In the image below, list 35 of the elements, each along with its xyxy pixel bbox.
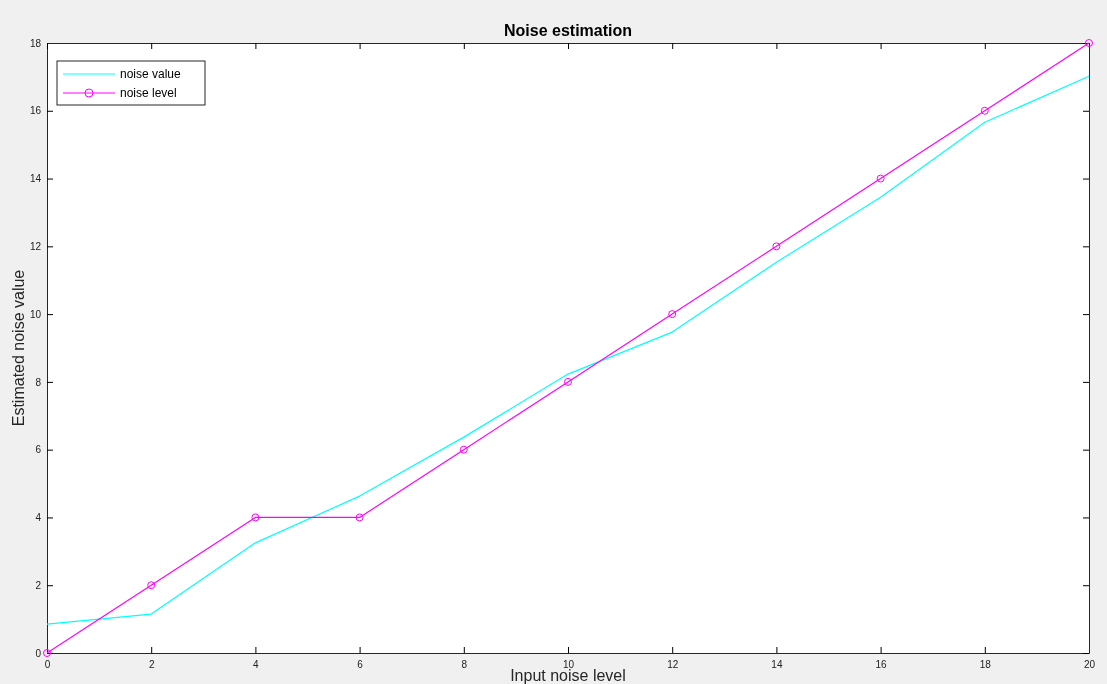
y-tick-label: 14 bbox=[29, 173, 42, 185]
y-tick-label: 8 bbox=[35, 376, 42, 388]
y-tick-label: 18 bbox=[29, 37, 42, 49]
y-axis-title: Estimated noise value bbox=[10, 269, 27, 427]
chart-title: Noise estimation bbox=[503, 22, 633, 39]
y-tick-label: 10 bbox=[29, 308, 42, 320]
point bbox=[1085, 39, 1093, 47]
x-tick-label: 0 bbox=[44, 659, 51, 671]
x-tick-label: 14 bbox=[771, 659, 783, 671]
x-tick-label: 18 bbox=[979, 659, 992, 671]
x-tick-label: 16 bbox=[875, 659, 888, 671]
y-tick-label: 6 bbox=[35, 444, 42, 456]
y-tick-label: 0 bbox=[35, 647, 42, 659]
legend-label: noise level bbox=[120, 86, 177, 100]
point bbox=[459, 445, 468, 454]
y-tick-label: 2 bbox=[35, 579, 42, 591]
point bbox=[668, 310, 677, 319]
point bbox=[980, 106, 989, 115]
point bbox=[251, 513, 260, 522]
y-tick-label: 4 bbox=[35, 512, 42, 524]
point bbox=[147, 581, 156, 590]
y-tick-label: 16 bbox=[29, 105, 42, 117]
point bbox=[772, 242, 781, 251]
legend-label: noise value bbox=[120, 67, 182, 81]
x-tick-label: 20 bbox=[1083, 659, 1096, 671]
x-tick-label: 12 bbox=[667, 659, 679, 671]
point bbox=[355, 513, 364, 522]
x-tick-label: 2 bbox=[148, 659, 155, 671]
point bbox=[876, 174, 885, 183]
x-tick-label: 8 bbox=[461, 659, 468, 671]
y-tick-label: 12 bbox=[29, 241, 42, 253]
x-tick-label: 6 bbox=[357, 659, 364, 671]
point bbox=[564, 377, 572, 386]
point bbox=[43, 649, 51, 657]
x-tick-label: 4 bbox=[253, 659, 260, 671]
